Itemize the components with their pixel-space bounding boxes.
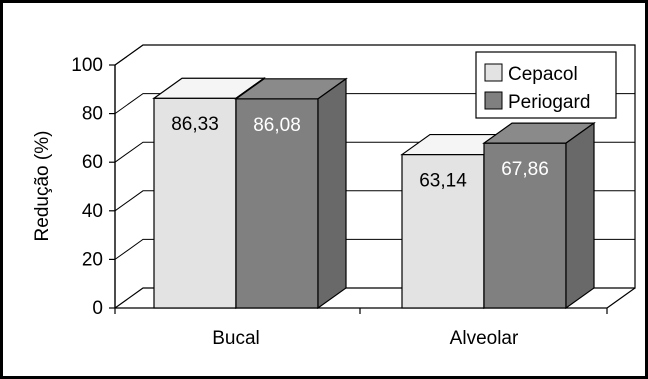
legend-label: Cepacol (508, 64, 578, 85)
data-label: 67,86 (501, 159, 549, 180)
y-tick-label: 80 (82, 104, 103, 125)
bar-side (565, 121, 595, 310)
y-tick-label: 0 (92, 298, 103, 319)
data-label: 86,08 (253, 115, 301, 136)
legend-label: Periogard (508, 92, 590, 113)
legend-swatch (484, 63, 503, 82)
x-tick-label: Alveolar (450, 328, 519, 349)
data-label: 86,33 (171, 114, 219, 135)
y-tick-label: 20 (82, 249, 103, 270)
y-tick-label: 100 (71, 55, 103, 76)
bar-front (483, 142, 567, 309)
legend: Cepacol Periogard (475, 51, 617, 119)
bar-front (153, 97, 237, 309)
axes: 0 20 40 60 80 100 Bucal Alveolar (71, 55, 608, 349)
bar (482, 121, 596, 310)
labels: 86,33 86,08 63,14 67,86 (171, 114, 549, 191)
x-tick-label: Bucal (212, 328, 260, 349)
y-axis-label: Redução (%) (32, 131, 53, 242)
bar (234, 77, 348, 310)
legend-swatch (484, 91, 503, 110)
bars (152, 77, 596, 310)
data-label: 63,14 (419, 171, 467, 192)
gridline (114, 44, 635, 66)
bar-side (317, 77, 347, 310)
y-tick-label: 60 (82, 152, 103, 173)
y-tick-label: 40 (82, 201, 103, 222)
gridline (114, 93, 635, 115)
